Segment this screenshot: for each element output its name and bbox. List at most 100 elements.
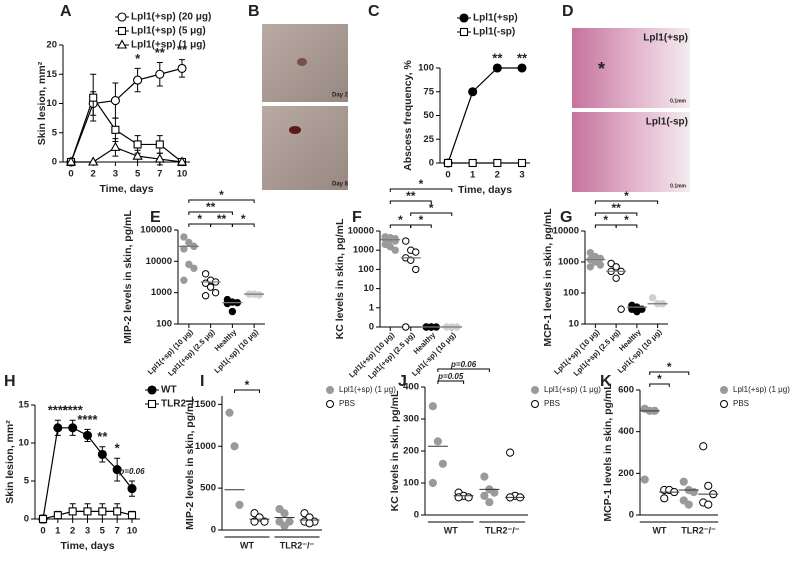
y-tick-label: 0 bbox=[211, 525, 216, 536]
data-point bbox=[412, 248, 420, 256]
panel-letter: C bbox=[368, 3, 380, 20]
data-point bbox=[679, 477, 688, 486]
data-point bbox=[464, 493, 473, 502]
marker bbox=[147, 385, 157, 395]
y-tick-label: 20 bbox=[46, 40, 57, 51]
y-tick-label: 10 bbox=[363, 283, 374, 294]
panel-letter: A bbox=[60, 3, 72, 20]
marker bbox=[133, 140, 142, 149]
data-point bbox=[228, 307, 237, 316]
data-point bbox=[480, 472, 489, 481]
y-tick-label: 50 bbox=[423, 110, 434, 121]
data-point bbox=[230, 442, 239, 451]
marker bbox=[493, 158, 502, 168]
legend-marker bbox=[326, 386, 334, 394]
significance-label: * bbox=[419, 177, 424, 191]
significance-label: * bbox=[603, 213, 608, 227]
y-tick-label: 300 bbox=[403, 414, 419, 425]
marker bbox=[113, 507, 122, 516]
panel-letter: D bbox=[562, 3, 574, 20]
y-axis-label: MIP-2 levels in skin, pg/mL bbox=[122, 210, 134, 344]
legend-label: PBS bbox=[544, 399, 560, 408]
marker bbox=[459, 27, 469, 37]
significance-bracket bbox=[649, 383, 670, 387]
y-tick-label: 100 bbox=[403, 478, 419, 489]
significance-bracket bbox=[649, 371, 690, 375]
lesion bbox=[289, 126, 301, 134]
significance-label: * bbox=[419, 213, 424, 227]
data-point bbox=[607, 259, 615, 268]
data-point bbox=[438, 459, 447, 468]
annotation: ** bbox=[97, 429, 108, 444]
data-point bbox=[201, 292, 210, 300]
legend-label: Lpl1(+sp) (1 μg) bbox=[733, 385, 790, 394]
y-tick-label: 0 bbox=[629, 510, 634, 521]
significance-label: * bbox=[429, 201, 434, 215]
data-point bbox=[480, 491, 489, 500]
x-axis-label: Time, days bbox=[60, 540, 114, 552]
data-point bbox=[260, 517, 269, 526]
data-point bbox=[617, 305, 625, 313]
data-point bbox=[640, 475, 649, 484]
marker bbox=[468, 87, 478, 97]
y-axis-label: MCP-1 levels in skin, pg/mL bbox=[602, 383, 614, 522]
x-axis-label: Time, days bbox=[458, 184, 512, 196]
marker bbox=[98, 507, 107, 516]
marker bbox=[132, 150, 143, 160]
x-tick-label: TLR2⁻/⁻ bbox=[485, 525, 520, 535]
significance-bracket bbox=[234, 389, 260, 393]
x-tick-label: 2 bbox=[70, 526, 75, 537]
legend-label: Lpl1(+sp) (1 μg) bbox=[131, 40, 206, 51]
data-point bbox=[485, 498, 494, 507]
y-tick-label: 0 bbox=[369, 322, 374, 333]
significance-label: * bbox=[667, 360, 672, 374]
x-tick-label: WT bbox=[444, 525, 458, 535]
significance-label: * bbox=[245, 378, 250, 392]
x-tick-label: TLR2⁻/⁻ bbox=[280, 540, 315, 550]
legend-label: Lpl1(+sp) (1 μg) bbox=[544, 385, 601, 394]
significance-label: ** bbox=[206, 200, 216, 214]
image-label: Lpl1(+sp) bbox=[643, 33, 688, 44]
legend-marker bbox=[531, 400, 539, 408]
data-point bbox=[490, 488, 499, 497]
significance-bracket bbox=[389, 200, 432, 204]
marker bbox=[443, 158, 453, 168]
data-point bbox=[407, 256, 415, 264]
panel-letter: B bbox=[248, 3, 260, 20]
annotation: ** bbox=[517, 50, 528, 65]
annotation: **** bbox=[63, 403, 84, 418]
x-tick-label: WT bbox=[240, 540, 254, 550]
significance-bracket bbox=[410, 224, 432, 228]
legend-label: Lpl1(+sp) (1 μg) bbox=[339, 385, 396, 394]
significance-label: * bbox=[398, 213, 403, 227]
data-point bbox=[402, 237, 410, 245]
data-point bbox=[180, 276, 188, 284]
significance-bracket bbox=[389, 188, 453, 192]
data-point bbox=[185, 260, 193, 269]
annotation: **** bbox=[48, 403, 69, 418]
data-point bbox=[206, 283, 215, 291]
marker bbox=[127, 484, 137, 494]
scale-bar: 0.1mm bbox=[670, 98, 686, 104]
data-point bbox=[648, 294, 657, 302]
marker bbox=[112, 465, 122, 475]
y-tick-label: 25 bbox=[423, 134, 434, 145]
y-tick-label: 0 bbox=[429, 158, 434, 169]
significance-label: ** bbox=[406, 189, 416, 203]
x-tick-label: 3 bbox=[85, 526, 90, 537]
caption: Day 8 bbox=[332, 182, 349, 188]
y-tick-label: 10 bbox=[18, 438, 29, 449]
caption: Day 2 bbox=[332, 93, 349, 99]
marker bbox=[176, 156, 188, 166]
y-tick-label: 1 bbox=[369, 302, 375, 313]
significance-label: * bbox=[219, 188, 224, 202]
data-point bbox=[223, 299, 232, 308]
y-tick-label: 400 bbox=[403, 382, 419, 393]
x-tick-label: 0 bbox=[68, 169, 73, 180]
x-tick-label: 1 bbox=[55, 526, 61, 537]
marker bbox=[459, 13, 469, 23]
y-tick-label: 0 bbox=[414, 510, 419, 521]
significance-label: ** bbox=[611, 201, 621, 215]
histology bbox=[572, 28, 690, 108]
legend-marker bbox=[531, 386, 539, 394]
